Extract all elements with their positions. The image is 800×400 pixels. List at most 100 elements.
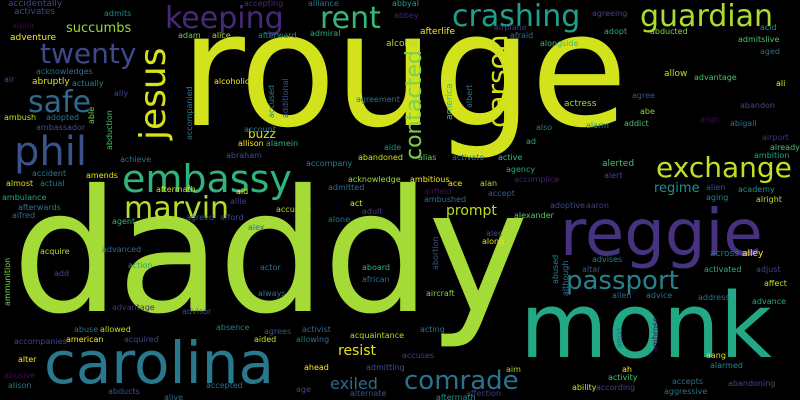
word: aang — [706, 351, 726, 360]
word: accomplice — [514, 175, 560, 184]
word: alerted — [602, 159, 635, 169]
word: ali — [776, 79, 786, 88]
word: alamein — [266, 139, 299, 148]
word: accuses — [402, 351, 435, 360]
word: accompanies — [14, 337, 67, 346]
word: alongside — [540, 39, 579, 48]
word: align — [700, 115, 720, 124]
word: alarm — [586, 121, 609, 130]
word: actual — [40, 179, 65, 188]
word: marvin — [124, 191, 230, 226]
word: admits — [104, 9, 132, 18]
word: allow — [664, 69, 688, 79]
word: aided — [254, 335, 277, 344]
word: accompany — [306, 159, 353, 168]
word: alex — [248, 223, 265, 232]
word: although — [561, 260, 570, 296]
word: airfield — [424, 187, 452, 196]
word: abused — [551, 254, 560, 284]
word: alfred — [12, 211, 36, 220]
word: adopt — [604, 27, 628, 36]
word: actually — [72, 79, 104, 88]
word: advises — [592, 255, 623, 264]
word: acknowledges — [36, 67, 93, 76]
word: admitslive — [738, 35, 780, 44]
word: alexander — [514, 211, 554, 220]
word: achieve — [120, 155, 152, 164]
word: alliance — [308, 0, 339, 8]
word: acid — [760, 23, 777, 32]
word: advantage — [694, 73, 737, 82]
word: aaron — [586, 201, 609, 210]
word: admiral — [310, 29, 341, 38]
word: alias — [418, 153, 437, 162]
word: agreed — [186, 213, 215, 222]
word: carolina — [44, 329, 275, 397]
word: age — [296, 385, 311, 394]
word: ambush — [4, 113, 37, 122]
word: abducted — [650, 27, 688, 36]
word: adventure — [10, 33, 57, 43]
word: alley — [742, 249, 764, 259]
word: agency — [506, 165, 536, 174]
word: exiled — [330, 374, 378, 393]
word: rouge — [180, 0, 628, 163]
word: carson — [481, 34, 514, 128]
word: action — [128, 261, 153, 270]
word: according — [596, 383, 636, 392]
word: acknowledge — [348, 175, 401, 184]
word: exchange — [656, 151, 792, 184]
word: activates — [14, 7, 56, 17]
word: alcoholic — [214, 77, 250, 86]
word: adult — [362, 207, 383, 216]
word: phil — [14, 129, 87, 175]
word: accepts — [672, 377, 704, 386]
word: account — [244, 125, 276, 134]
word: reggie — [560, 197, 763, 271]
word: affect — [764, 279, 787, 288]
word: activate — [452, 153, 485, 162]
word: accepted — [206, 381, 243, 390]
word: comrade — [404, 366, 519, 396]
word: airport — [762, 133, 789, 142]
word: agrees — [264, 327, 292, 336]
word: alison — [8, 381, 32, 390]
word: aged — [760, 47, 780, 56]
word: admitting — [366, 363, 405, 372]
word: ammunition — [3, 257, 12, 306]
word: american — [66, 335, 104, 344]
word: accompanied — [185, 86, 194, 140]
word: ad — [526, 137, 536, 146]
word: alert — [604, 171, 623, 180]
word: aftermath — [156, 185, 196, 194]
word: amid — [615, 328, 624, 348]
word: alternate — [350, 389, 387, 398]
word: america — [445, 83, 455, 120]
word: monk — [520, 274, 772, 379]
word: accident — [32, 169, 67, 178]
word: safe — [28, 85, 92, 120]
word: contacted — [402, 50, 427, 160]
word: academy — [738, 185, 775, 194]
word: buzz — [248, 127, 276, 141]
word: acquire — [40, 247, 70, 256]
word: accused — [267, 85, 276, 118]
word: ahead — [304, 363, 329, 372]
word: accusing — [276, 205, 312, 214]
word: keeping — [165, 1, 284, 36]
word: agent — [112, 217, 136, 226]
word: abuse — [74, 325, 99, 334]
word: advisor — [182, 307, 212, 316]
word: advantage — [112, 303, 155, 312]
word: aggressive — [664, 387, 708, 396]
word: accidentally — [8, 0, 63, 9]
word: twenty — [40, 37, 137, 70]
word: able — [87, 106, 96, 124]
word: alter — [18, 355, 37, 364]
word: also — [536, 123, 553, 132]
word: across — [710, 249, 739, 259]
word: abigail — [730, 119, 757, 128]
word: ability — [572, 383, 597, 392]
word: aircraft — [426, 289, 455, 298]
